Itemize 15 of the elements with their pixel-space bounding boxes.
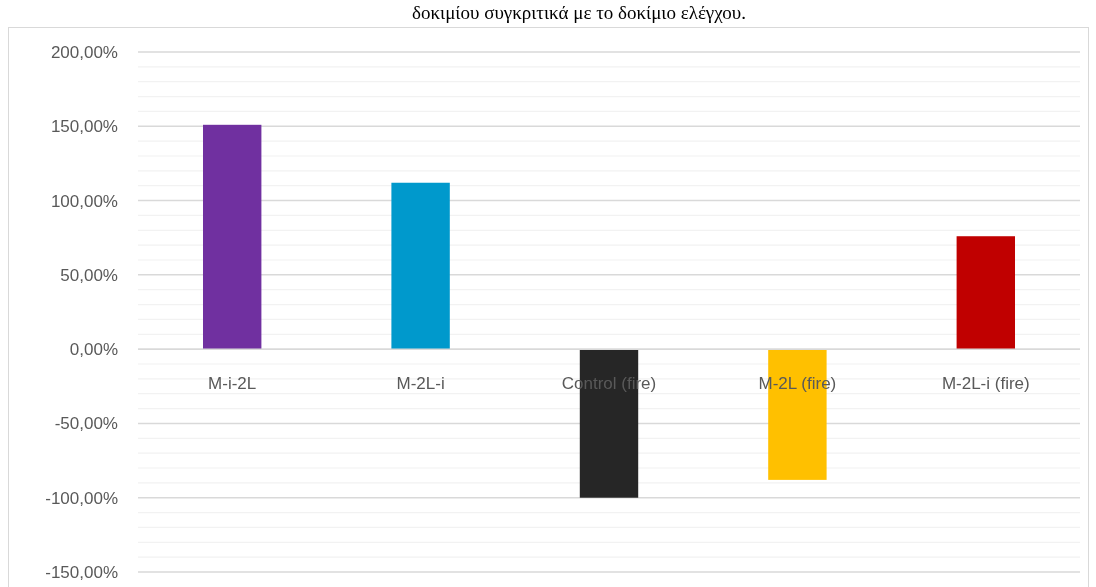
chart-title: δοκιμίου συγκριτικά με το δοκίμιο ελέγχου. xyxy=(412,2,746,23)
x-tick-label: M-2L-i xyxy=(396,374,445,394)
y-tick-label: 200,00% xyxy=(50,42,118,62)
y-tick-label: 150,00% xyxy=(50,117,118,137)
bar xyxy=(391,182,450,350)
y-tick-label: -100,00% xyxy=(45,488,118,508)
x-tick-label: M-2L-i (fire) xyxy=(941,374,1030,394)
bar xyxy=(203,124,262,350)
y-tick-label: -150,00% xyxy=(45,562,118,582)
x-tick-label: M-i-2L xyxy=(208,374,257,394)
y-tick-label: 0,00% xyxy=(69,340,118,360)
y-tick-label: 50,00% xyxy=(60,265,118,285)
bar xyxy=(956,236,1015,350)
y-tick-label: 100,00% xyxy=(50,191,118,211)
y-tick-label: -50,00% xyxy=(54,414,118,434)
